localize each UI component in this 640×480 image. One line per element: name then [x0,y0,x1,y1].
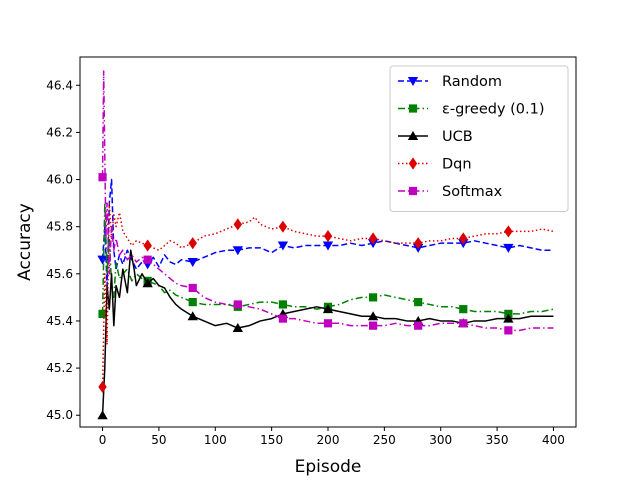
x-axis: 0 50 100 150 200 250 300 350 400 [99,427,565,447]
data-point [413,237,423,250]
data-point [368,293,378,302]
series-layer [97,70,554,420]
legend-label: UCB [442,129,473,145]
data-point [504,225,513,238]
data-point [322,304,334,314]
data-point [188,297,197,307]
data-point [503,243,514,253]
data-point [504,326,513,335]
x-tick-label: 400 [542,433,565,447]
data-point [97,410,108,420]
y-tick-label: 45.8 [46,220,73,234]
legend-marker [408,186,418,196]
y-axis: 45.0 45.2 45.4 45.6 45.8 46.0 46.2 46.4 [46,78,80,422]
data-point [278,314,288,323]
legend-label: Random [442,74,502,90]
data-point [414,321,423,330]
series-line-softmax [101,70,554,332]
data-point [278,220,288,233]
x-tick-label: 250 [373,433,396,447]
legend-marker [407,130,419,140]
x-tick-label: 150 [260,433,283,447]
data-point [187,311,198,321]
legend-label: Softmax [442,184,503,200]
y-tick-label: 46.4 [46,78,73,92]
legend-item: ε-greedy (0.1) [398,102,545,118]
data-point [503,313,514,323]
legend-item: Random [398,74,502,90]
y-tick-label: 45.2 [46,361,73,375]
data-point [232,323,243,333]
data-point [367,311,379,321]
data-point [98,173,107,182]
x-tick-label: 300 [429,433,452,447]
data-point [233,218,243,231]
data-point [143,239,152,252]
legend-item: Dqn [398,157,472,173]
data-point [188,237,197,250]
legend-label: Dqn [442,157,472,173]
x-tick-label: 200 [317,433,340,447]
legend-marker [408,104,418,113]
y-tick-label: 45.4 [46,314,73,328]
data-point [97,255,108,265]
data-point [142,278,153,288]
y-tick-label: 46.0 [46,173,73,187]
data-point [233,300,242,309]
data-point [98,309,107,318]
y-tick-label: 46.2 [46,125,73,139]
x-tick-label: 100 [204,433,227,447]
data-point [188,283,197,293]
legend-item: UCB [398,129,473,145]
data-point [187,258,198,268]
series-softmax [98,70,554,335]
y-axis-label: Accuracy [15,203,35,281]
legend: Random ε-greedy (0.1) UCB Dqn Softmax [389,65,569,212]
data-point [143,255,152,264]
x-tick-label: 0 [99,433,107,447]
data-point [278,300,288,309]
series-line-dqn [101,202,554,387]
data-point [459,305,468,314]
y-tick-label: 45.0 [46,408,73,422]
y-tick-label: 45.6 [46,267,73,281]
legend-label: ε-greedy (0.1) [442,102,545,118]
legend-item: Softmax [398,184,503,200]
data-point [368,321,378,330]
data-point [323,230,333,243]
x-tick-label: 350 [486,433,509,447]
series-line-greedy-0-1 [101,202,554,315]
data-point [232,246,243,256]
legend-box [389,65,569,212]
data-point [368,232,378,245]
series-line-ucb [101,249,554,416]
data-point [459,319,468,328]
x-tick-label: 50 [151,433,166,447]
data-point [277,241,289,251]
data-point [459,232,468,245]
series-dqn [98,202,554,394]
x-axis-label: Episode [295,457,362,477]
series-line-random [101,178,554,287]
legend-marker [408,157,418,170]
legend-marker [407,77,419,87]
data-point [323,319,333,328]
data-point [414,297,423,307]
data-point [98,380,107,394]
